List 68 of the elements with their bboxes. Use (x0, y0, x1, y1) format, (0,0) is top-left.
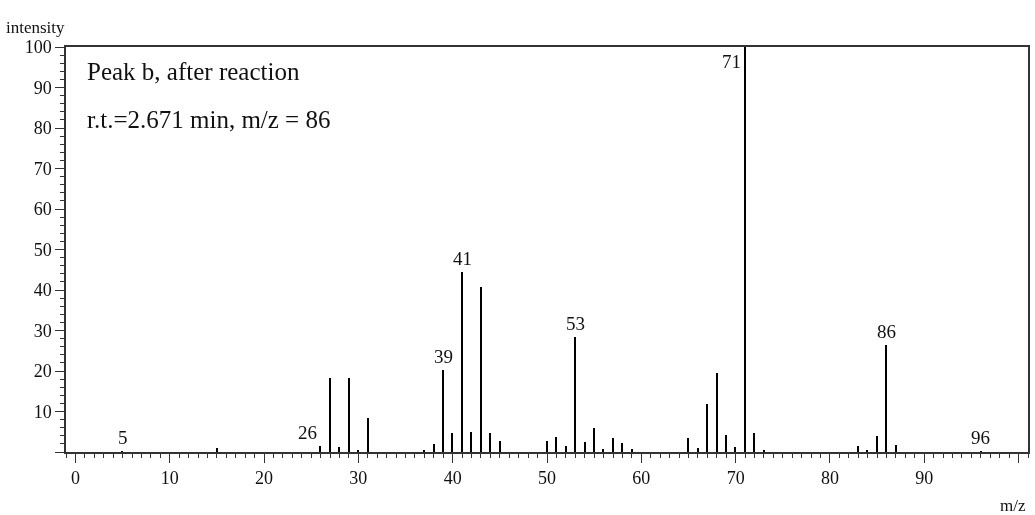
bar (706, 404, 708, 452)
bar (895, 445, 897, 452)
bar (442, 370, 444, 452)
y-axis-title: intensity (6, 18, 66, 37)
annotation: 39 (434, 346, 453, 367)
annotation: 41 (453, 248, 472, 269)
bar (319, 446, 321, 452)
annotation: 96 (971, 427, 990, 448)
annotation: Peak b, after reaction (87, 58, 300, 85)
bar (546, 441, 548, 452)
x-tick-label: 60 (632, 468, 651, 489)
bar (631, 449, 633, 452)
bar (555, 437, 557, 452)
bar (716, 373, 718, 452)
y-tick-label: 60 (33, 199, 52, 220)
bar (433, 444, 435, 452)
y-tick-label: 80 (33, 118, 52, 139)
bar (216, 448, 218, 452)
bar (612, 438, 614, 452)
bar (885, 345, 887, 452)
y-tick-label: 100 (24, 37, 52, 58)
bar (470, 432, 472, 452)
bar (687, 438, 689, 452)
y-tick-label: 20 (33, 361, 52, 382)
bar (697, 448, 699, 452)
bar (876, 436, 878, 452)
bar (461, 272, 463, 452)
x-tick-label: 90 (915, 468, 934, 489)
annotation: r.t.=2.671 min, m/z = 86 (87, 106, 331, 133)
bar (565, 446, 567, 452)
bar (329, 378, 331, 452)
y-tick-label: 90 (33, 77, 52, 98)
bar (367, 418, 369, 452)
bar (584, 442, 586, 452)
bar (753, 433, 755, 452)
x-axis-title: m/z (1000, 496, 1026, 515)
bar (725, 435, 727, 452)
annotation: 5 (118, 427, 128, 448)
bar (734, 447, 736, 452)
bar (489, 433, 491, 452)
y-tick-label: 50 (33, 239, 52, 260)
bar (857, 446, 859, 452)
y-tick-label: 10 (33, 401, 52, 422)
bar (499, 441, 501, 452)
bar (602, 449, 604, 452)
bar (338, 447, 340, 452)
annotation: 86 (877, 321, 896, 342)
x-tick-label: 40 (443, 468, 462, 489)
bar (451, 433, 453, 452)
x-tick-label: 10 (160, 468, 179, 489)
bar (348, 378, 350, 452)
x-tick-label: 0 (70, 468, 80, 489)
x-tick-label: 70 (726, 468, 745, 489)
x-tick-label: 80 (820, 468, 839, 489)
x-tick-label: 20 (255, 468, 274, 489)
bar (574, 337, 576, 452)
y-tick-label: 40 (33, 280, 52, 301)
bar (480, 287, 482, 452)
bar (593, 428, 595, 452)
annotation: 71 (722, 51, 741, 72)
bar (621, 443, 623, 452)
bar (744, 47, 746, 452)
x-tick-label: 50 (538, 468, 556, 489)
y-tick-label: 70 (33, 158, 52, 179)
annotation: 53 (566, 313, 585, 334)
y-tick-label: 30 (33, 320, 52, 341)
annotation: 26 (298, 422, 317, 443)
x-tick-label: 30 (349, 468, 368, 489)
